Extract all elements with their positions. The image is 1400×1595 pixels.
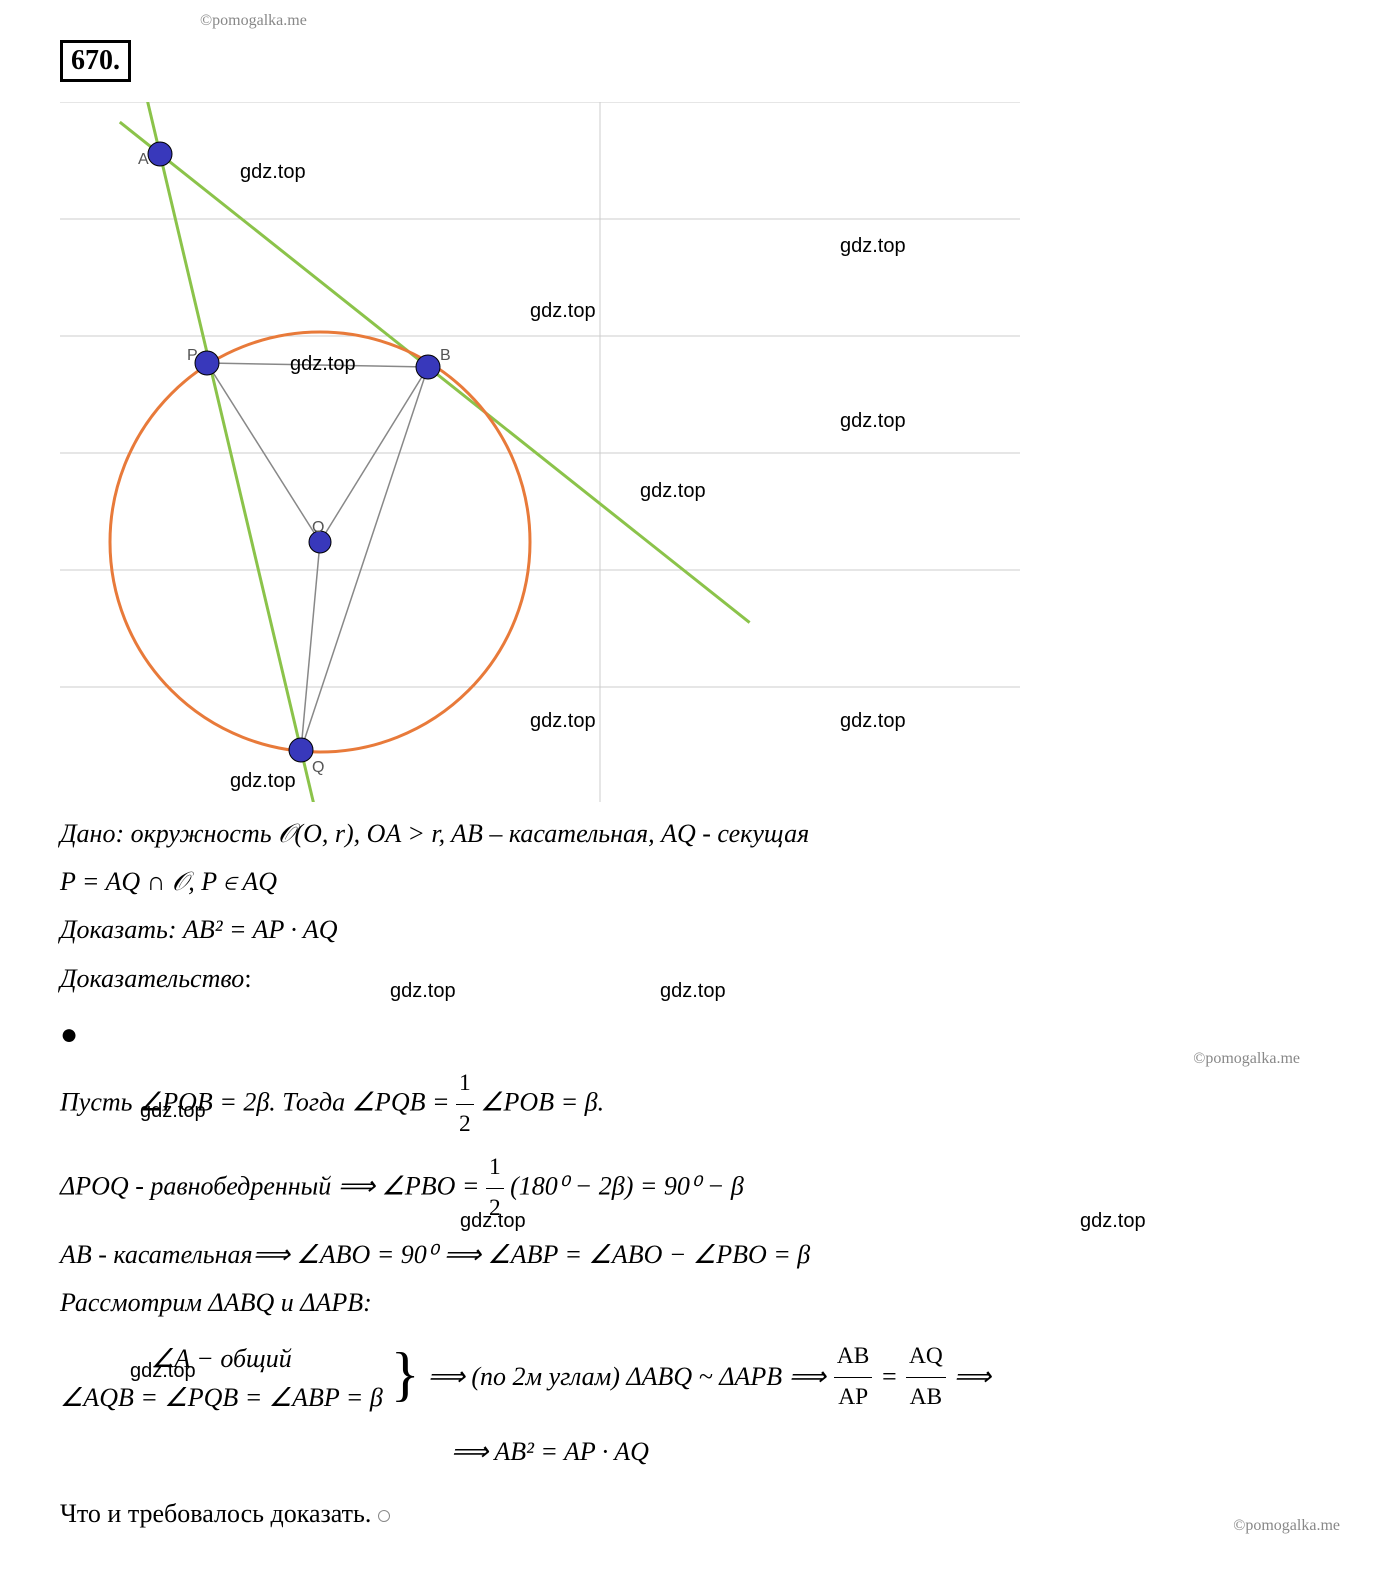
step-3: AB - касательная⟹ ∠ABO = 90⁰ ⟹ ∠ABP = ∠A… [60,1233,1340,1277]
equals-sign: = [880,1355,898,1399]
watermark-text: gdz.top [130,1360,196,1383]
proof-label: Доказательство [60,964,244,993]
svg-text:gdz.top: gdz.top [640,480,706,502]
watermark-text: gdz.top [460,1210,526,1233]
svg-text:B: B [440,347,451,364]
qed-line: Что и требовалось доказать. [60,1492,1340,1536]
problem-body: Дано: окружность 𝒪(O, r), OA > r, AB – к… [60,812,1340,1536]
qed-text: Что и требовалось доказать. [60,1499,378,1528]
watermark-text: gdz.top [390,980,456,1003]
svg-text:gdz.top: gdz.top [840,235,906,257]
fraction-aq-ab: AQAB [906,1337,946,1418]
svg-text:P: P [187,347,198,364]
bullet-marker: ● [60,1009,1340,1060]
step1-tail: ∠POB = β. [480,1087,604,1116]
copyright-top: ©pomogalka.me [200,12,307,30]
frac-num: AQ [906,1337,946,1378]
geometry-diagram: A P B O Qgdz.top gdz.top gdz.top gdz.top gdz.top… [60,102,1020,802]
conclusion-1: ⟹ (по 2м углам) ΔABQ ~ ΔAPB ⟹ [428,1355,826,1399]
step2-prefix: ΔPOQ - равнобедренный ⟹ ∠PBO = [60,1172,486,1201]
given-body: : окружность 𝒪(O, r), OA > r, AB – касат… [115,819,809,848]
brace-conclusion-row: ∠A − общий ∠AQB = ∠PQB = ∠ABP = β } ⟹ (п… [60,1337,1340,1418]
watermark-text: gdz.top [140,1100,206,1123]
watermark-text: gdz.top [660,980,726,1003]
svg-text:gdz.top: gdz.top [290,353,356,375]
frac-den: AB [906,1378,946,1418]
copyright-mid: ©pomogalka.me [1193,1050,1300,1068]
watermark-text: gdz.top [1080,1210,1146,1233]
frac-den: 2 [456,1105,474,1145]
prove-body: : AB² = AP · AQ [168,915,338,944]
svg-text:A: A [138,151,149,168]
svg-text:gdz.top: gdz.top [230,770,296,792]
frac-num: AB [834,1337,873,1378]
brace-line-1: ∠A − общий [60,1339,383,1378]
frac-num: 1 [456,1064,474,1105]
step-2: ΔPOQ - равнобедренный ⟹ ∠PBO = 12 (180⁰ … [60,1148,1340,1229]
problem-number: 670. [60,40,131,82]
conclusion-2: ⟹ AB² = AP · AQ [60,1430,1340,1474]
brace-line-2: ∠AQB = ∠PQB = ∠ABP = β [60,1378,383,1417]
fraction-ab-ap: ABAP [834,1337,873,1418]
step-4: Рассмотрим ΔABQ и ΔAPB: [60,1281,1340,1325]
qed-circle-icon [378,1510,390,1522]
svg-text:gdz.top: gdz.top [240,161,306,183]
proof-colon: : [244,964,251,993]
frac-den: AP [834,1378,873,1418]
svg-text:gdz.top: gdz.top [840,710,906,732]
fraction-half-1: 12 [456,1064,474,1145]
frac-num: 1 [486,1148,504,1189]
step-1: Пусть ∠POB = 2β. Тогда ∠PQB = 12 ∠POB = … [60,1064,1340,1145]
step1-prefix: Пусть ∠POB = 2β. Тогда ∠PQB = [60,1087,456,1116]
svg-text:O: O [312,519,324,536]
svg-text:gdz.top: gdz.top [530,300,596,322]
closing-brace: } [391,1359,420,1389]
prove-line: Доказать: AB² = AP · AQ [60,908,1340,952]
given-label: Дано [60,819,115,848]
conclusion-tail: ⟹ [954,1355,991,1399]
svg-text:gdz.top: gdz.top [840,410,906,432]
copyright-bottom: ©pomogalka.me [1233,1517,1340,1535]
brace-conditions: ∠A − общий ∠AQB = ∠PQB = ∠ABP = β [60,1339,383,1417]
svg-text:Q: Q [312,759,324,776]
given-line: Дано: окружность 𝒪(O, r), OA > r, AB – к… [60,812,1340,856]
svg-text:gdz.top: gdz.top [530,710,596,732]
prove-label: Доказать [60,915,168,944]
step2-tail: (180⁰ − 2β) = 90⁰ − β [510,1172,744,1201]
given-line-2: P = AQ ∩ 𝒪, P ∈ AQ [60,860,1340,904]
